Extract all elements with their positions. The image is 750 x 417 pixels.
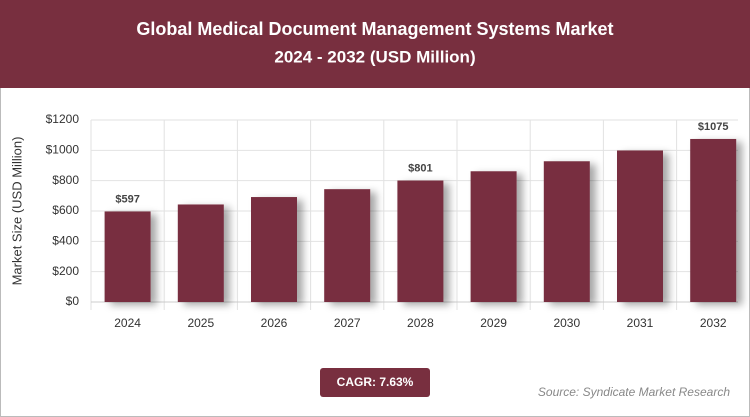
- x-tick-label: 2028: [407, 316, 434, 330]
- cagr-label: CAGR: 7.63%: [337, 375, 414, 389]
- x-tick-label: 2032: [700, 316, 727, 330]
- bar: [543, 161, 590, 302]
- x-tick-label: 2026: [261, 316, 288, 330]
- source: Source: Syndicate Market Research: [538, 385, 730, 399]
- cagr-box: [320, 368, 430, 397]
- bar: [397, 180, 444, 302]
- chart-subtitle: 2024 - 2032 (USD Million): [274, 47, 475, 66]
- x-tick-label: 2031: [627, 316, 654, 330]
- y-tick-label: $1200: [46, 112, 80, 126]
- y-axis-title: Market Size (USD Million): [9, 137, 24, 286]
- bar: [251, 197, 297, 302]
- x-tick-label: 2027: [334, 316, 361, 330]
- x-tick-label: 2024: [114, 316, 141, 330]
- y-tick-label: $200: [52, 264, 79, 278]
- x-tick-label: 2025: [187, 316, 214, 330]
- bar: [104, 211, 151, 302]
- x-tick-label: 2029: [480, 316, 507, 330]
- value-label: $1075: [698, 121, 729, 133]
- bar: [470, 171, 517, 302]
- chart-title: Global Medical Document Management Syste…: [136, 19, 613, 39]
- y-tick-label: $800: [52, 173, 79, 187]
- y-tick-label: $600: [52, 203, 79, 217]
- bar: [690, 138, 737, 302]
- bar: [324, 189, 371, 302]
- x-tick-label: 2030: [553, 316, 580, 330]
- header: [0, 0, 750, 88]
- y-tick-label: $1000: [46, 143, 80, 157]
- y-tick-label: $400: [52, 234, 79, 248]
- value-label: $597: [115, 193, 139, 205]
- bar: [617, 150, 663, 302]
- value-label: $801: [408, 162, 432, 174]
- y-tick-label: $0: [66, 294, 80, 308]
- bar: [177, 204, 224, 302]
